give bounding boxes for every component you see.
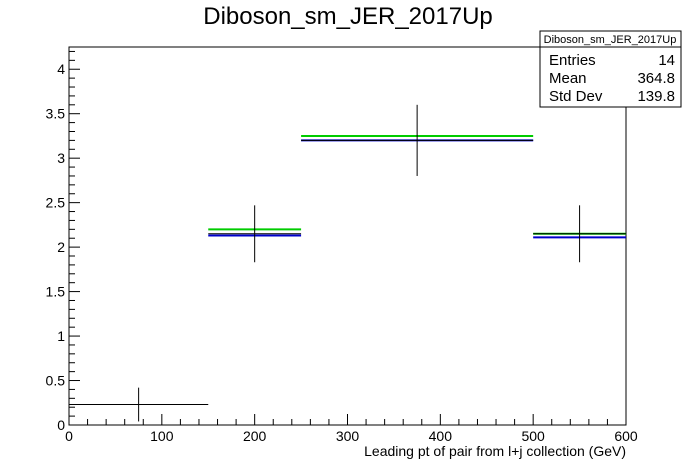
data-series [69, 104, 626, 422]
x-tick-label: 500 [521, 428, 545, 444]
stats-value-stddev: 139.8 [637, 88, 675, 105]
y-axis: 0 0.5 1 1.5 2 2.5 3 3.5 4 [46, 50, 80, 433]
x-tick-label: 400 [429, 428, 453, 444]
x-axis-label: Leading pt of pair from l+j collection (… [364, 443, 626, 459]
y-tick-label: 3 [57, 150, 65, 166]
stats-label-mean: Mean [549, 70, 587, 87]
stats-label-stddev: Std Dev [549, 88, 603, 105]
chart-title: Diboson_sm_JER_2017Up [203, 3, 493, 30]
y-tick-label: 3.5 [46, 106, 66, 122]
x-tick-label: 100 [150, 428, 174, 444]
stats-value-entries: 14 [658, 52, 675, 69]
stats-title: Diboson_sm_JER_2017Up [544, 34, 677, 46]
x-axis: 0 100 200 300 400 500 600 [65, 414, 638, 444]
stats-box: Diboson_sm_JER_2017Up Entries 14 Mean 36… [539, 30, 682, 108]
x-tick-label: 600 [614, 428, 638, 444]
x-tick-label: 300 [336, 428, 360, 444]
stats-label-entries: Entries [549, 52, 596, 69]
y-tick-label: 1 [57, 328, 65, 344]
x-tick-label: 200 [243, 428, 267, 444]
stats-box-frame [539, 30, 682, 108]
y-tick-label: 2 [57, 239, 65, 255]
y-tick-label: 4 [57, 61, 65, 77]
stats-value-mean: 364.8 [637, 70, 675, 87]
y-tick-label: 1.5 [46, 284, 66, 300]
y-tick-label: 2.5 [46, 195, 66, 211]
y-tick-label: 0 [57, 417, 65, 433]
x-tick-label: 0 [65, 428, 73, 444]
y-tick-label: 0.5 [46, 373, 66, 389]
